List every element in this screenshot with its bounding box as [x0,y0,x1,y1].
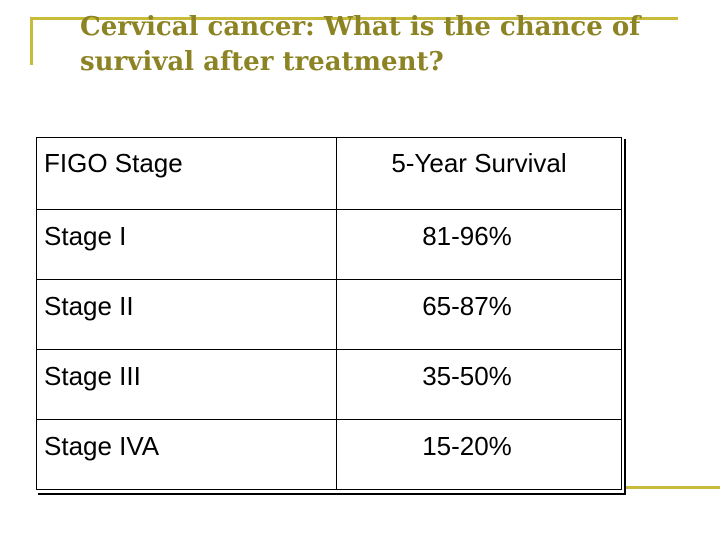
stage-cell: Stage II [36,279,337,350]
slide-title: Cervical cancer: What is the chance of s… [80,10,700,80]
table-row: Stage IVA 15-20% [36,419,622,490]
survival-table: FIGO Stage 5-Year Survival Stage I 81-96… [36,137,622,490]
stage-cell: Stage I [36,209,337,280]
survival-cell: 81-96% [336,209,622,280]
stage-cell: Stage III [36,349,337,420]
survival-cell: 15-20% [336,419,622,490]
survival-cell: 35-50% [336,349,622,420]
stage-cell: Stage IVA [36,419,337,490]
frame-left-line [30,17,33,65]
survival-table-container: FIGO Stage 5-Year Survival Stage I 81-96… [36,137,624,493]
table-header-row: FIGO Stage 5-Year Survival [36,137,622,210]
header-5-year-survival: 5-Year Survival [336,137,622,210]
table-row: Stage II 65-87% [36,279,622,350]
survival-cell: 65-87% [336,279,622,350]
table-row: Stage III 35-50% [36,349,622,420]
slide-title-line-1: Cervical cancer: What is the chance of [80,12,641,42]
frame-top-line [30,17,678,20]
header-figo-stage: FIGO Stage [36,137,337,210]
table-row: Stage I 81-96% [36,209,622,280]
slide-title-line-2: survival after treatment? [80,47,444,77]
